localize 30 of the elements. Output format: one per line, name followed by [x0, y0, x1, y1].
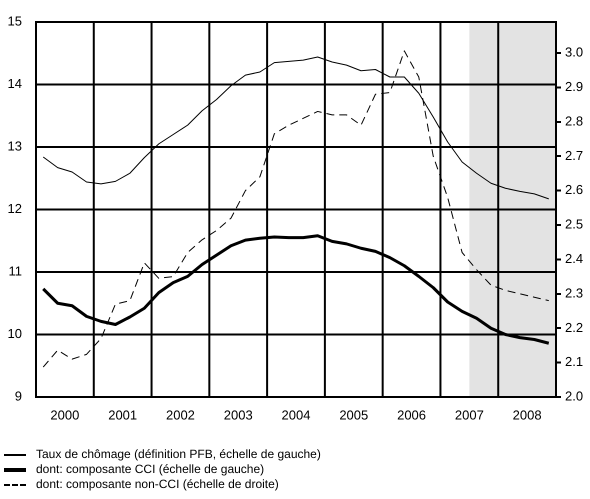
x-tick-label: 2006	[397, 407, 426, 422]
legend-label: dont: composante non-CCI (échelle de droite)	[36, 477, 279, 492]
x-tick-label: 2008	[512, 407, 542, 422]
x-tick-label: 2003	[224, 407, 253, 422]
y2-tick-label: 2.5	[565, 216, 584, 232]
x-tick-label: 2007	[454, 407, 484, 422]
y-tick-label: 14	[8, 76, 22, 92]
y-tick-label: 15	[8, 14, 22, 29]
legend-label: dont: composante CCI (échelle de gauche)	[36, 462, 264, 477]
y2-tick-label: 2.0	[565, 388, 584, 404]
y2-tick-label: 2.8	[565, 113, 584, 128]
y2-tick-label: 2.6	[565, 182, 584, 198]
y2-tick-label: 2.2	[565, 320, 584, 335]
y2-tick-label: 2.9	[565, 78, 584, 94]
y-tick-label: 9	[14, 388, 22, 404]
x-tick-label: 2004	[282, 407, 310, 422]
y2-tick-label: 2.3	[565, 285, 584, 300]
x-tick-label: 2005	[339, 407, 368, 422]
y-tick-label: 10	[8, 326, 22, 342]
x-tick-label: 2001	[108, 407, 138, 422]
y-tick-label: 11	[8, 264, 22, 279]
y-tick-label: 13	[8, 138, 22, 154]
y-tick-label: 12	[8, 201, 22, 216]
x-tick-label: 2002	[166, 407, 195, 422]
y2-tick-label: 3.0	[565, 44, 584, 60]
y2-tick-label: 2.1	[565, 354, 584, 370]
legend-label: Taux de chômage (définition PFB, échelle de gauche)	[36, 447, 321, 462]
y2-tick-label: 2.7	[565, 148, 584, 163]
y2-tick-label: 2.4	[565, 250, 584, 266]
x-tick-label: 2000	[50, 407, 80, 422]
